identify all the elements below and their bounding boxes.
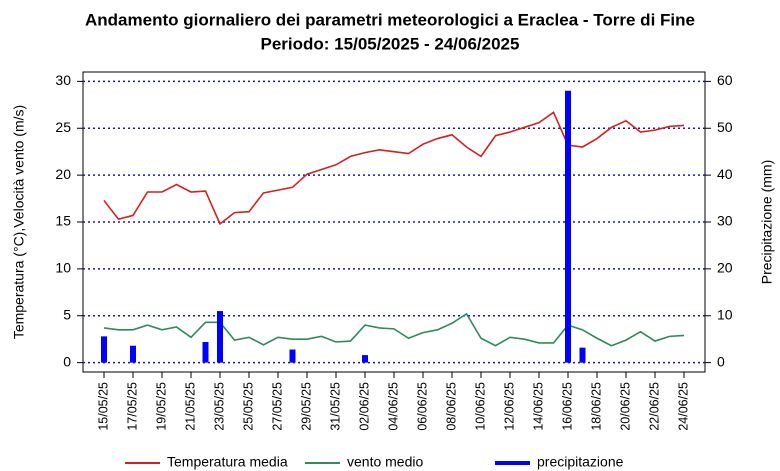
y-tick-label: 15	[55, 213, 71, 229]
y2-tick-label: 40	[717, 166, 733, 182]
x-tick-label: 24/06/25	[676, 382, 690, 431]
y-tick-label: 30	[55, 72, 71, 88]
precip-bar	[362, 355, 368, 363]
precip-bar	[130, 345, 136, 363]
x-tick-label: 10/06/25	[473, 382, 487, 431]
y-tick-label: 25	[55, 119, 71, 135]
x-tick-label: 27/05/25	[270, 382, 284, 431]
y2-tick-label: 60	[717, 72, 733, 88]
y-tick-label: 10	[55, 260, 71, 276]
x-tick-label: 02/06/25	[357, 382, 371, 431]
precip-bar	[579, 347, 586, 363]
x-tick-label: 23/05/25	[212, 382, 226, 431]
x-tick-label: 18/06/25	[589, 382, 603, 431]
series-line	[103, 111, 685, 226]
x-tick-label: 08/06/25	[444, 382, 458, 431]
y-tick-label: 5	[63, 306, 71, 322]
x-tick-label: 31/05/25	[328, 382, 342, 431]
precip-bar	[217, 311, 223, 363]
y2-axis-label: Precipitazione (mm)	[759, 160, 775, 284]
x-tick-label: 17/05/25	[125, 382, 139, 431]
precip-bar	[289, 349, 296, 363]
y-tick-label: 0	[63, 353, 71, 369]
precip-bar	[565, 90, 571, 363]
x-tick-label: 19/05/25	[154, 382, 168, 431]
y2-tick-label: 50	[717, 119, 733, 135]
x-tick-label: 21/05/25	[183, 382, 197, 431]
series-line	[103, 312, 685, 347]
y-tick-label: 20	[55, 166, 71, 182]
legend-label: vento medio	[347, 454, 423, 470]
x-tick-label: 22/06/25	[647, 382, 661, 431]
x-tick-label: 16/06/25	[560, 382, 574, 431]
precip-bar	[202, 342, 209, 363]
legend-label: Temperatura media	[167, 454, 288, 470]
y2-tick-label: 20	[717, 260, 733, 276]
legend-label: precipitazione	[537, 454, 624, 470]
chart-subtitle: Periodo: 15/05/2025 - 24/06/2025	[261, 34, 520, 53]
chart-title: Andamento giornaliero dei parametri mete…	[85, 10, 695, 29]
x-tick-label: 04/06/25	[386, 382, 400, 431]
x-tick-label: 29/05/25	[299, 382, 313, 431]
precip-bar	[101, 336, 107, 363]
x-tick-label: 20/06/25	[618, 382, 632, 431]
y2-tick-label: 10	[717, 306, 733, 322]
y2-tick-label: 30	[717, 213, 733, 229]
y2-tick-label: 0	[717, 353, 725, 369]
x-tick-label: 06/06/25	[415, 382, 429, 431]
x-tick-label: 25/05/25	[241, 382, 255, 431]
x-tick-label: 15/05/25	[96, 382, 110, 431]
x-tick-label: 14/06/25	[531, 382, 545, 431]
x-tick-label: 12/06/25	[502, 382, 516, 431]
y-axis-label: Temperatura (°C),Velocità vento (m/s)	[11, 105, 27, 339]
